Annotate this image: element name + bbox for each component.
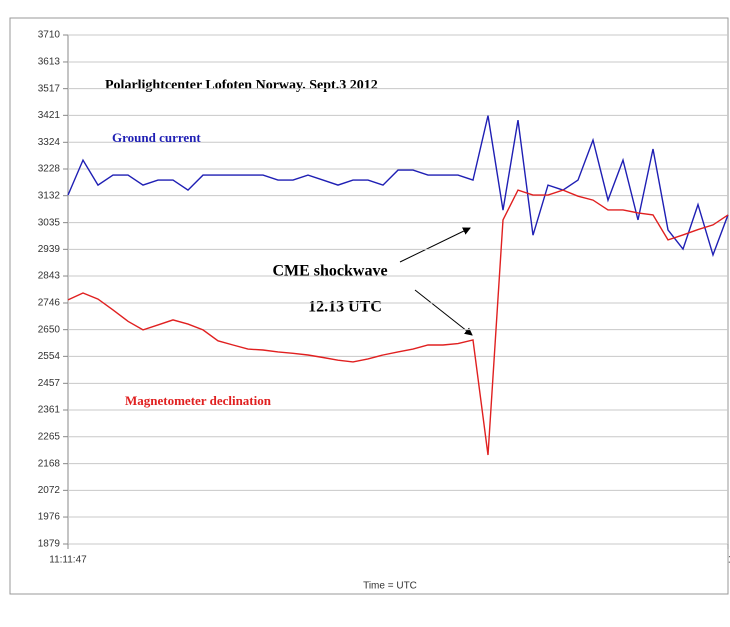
arrow — [414, 289, 473, 336]
y-tick-label: 3228 — [38, 164, 61, 175]
y-tick-label: 2746 — [38, 298, 61, 309]
y-tick-label: 3421 — [38, 110, 61, 121]
y-tick-label: 2072 — [38, 485, 61, 496]
x-axis-label: Time = UTC — [363, 581, 417, 592]
y-tick-label: 2650 — [38, 324, 61, 335]
y-tick-label: 2554 — [38, 351, 61, 362]
annotation: 12.13 UTC — [308, 299, 382, 316]
x-tick-label: 11:11:47 — [49, 555, 87, 566]
arrow — [399, 227, 471, 263]
legend-label: Magnetometer declination — [125, 393, 272, 408]
y-tick-label: 2361 — [38, 405, 61, 416]
legend-label: Ground current — [112, 130, 201, 145]
y-tick-label: 3710 — [38, 30, 61, 41]
annotation: CME shockwave — [272, 263, 387, 280]
series-line — [67, 189, 729, 456]
x-tick-label: 1 — [728, 555, 730, 566]
y-tick-label: 2843 — [38, 271, 61, 282]
y-tick-label: 2265 — [38, 431, 61, 442]
y-tick-label: 2939 — [38, 244, 61, 255]
panel — [9, 17, 729, 595]
y-tick-label: 3517 — [38, 83, 61, 94]
y-tick-label: 3132 — [38, 190, 61, 201]
chart-title: Polarlightcenter Lofoten Norway. Sept.3 … — [105, 78, 378, 93]
series-line — [67, 115, 729, 258]
y-tick-label: 1879 — [38, 539, 61, 550]
y-tick-label: 2168 — [38, 458, 61, 469]
y-tick-label: 2457 — [38, 378, 61, 389]
y-tick-label: 1976 — [38, 512, 61, 523]
y-tick-label: 3613 — [38, 57, 61, 68]
y-tick-label: 3035 — [38, 217, 61, 228]
y-tick-label: 3324 — [38, 137, 61, 148]
